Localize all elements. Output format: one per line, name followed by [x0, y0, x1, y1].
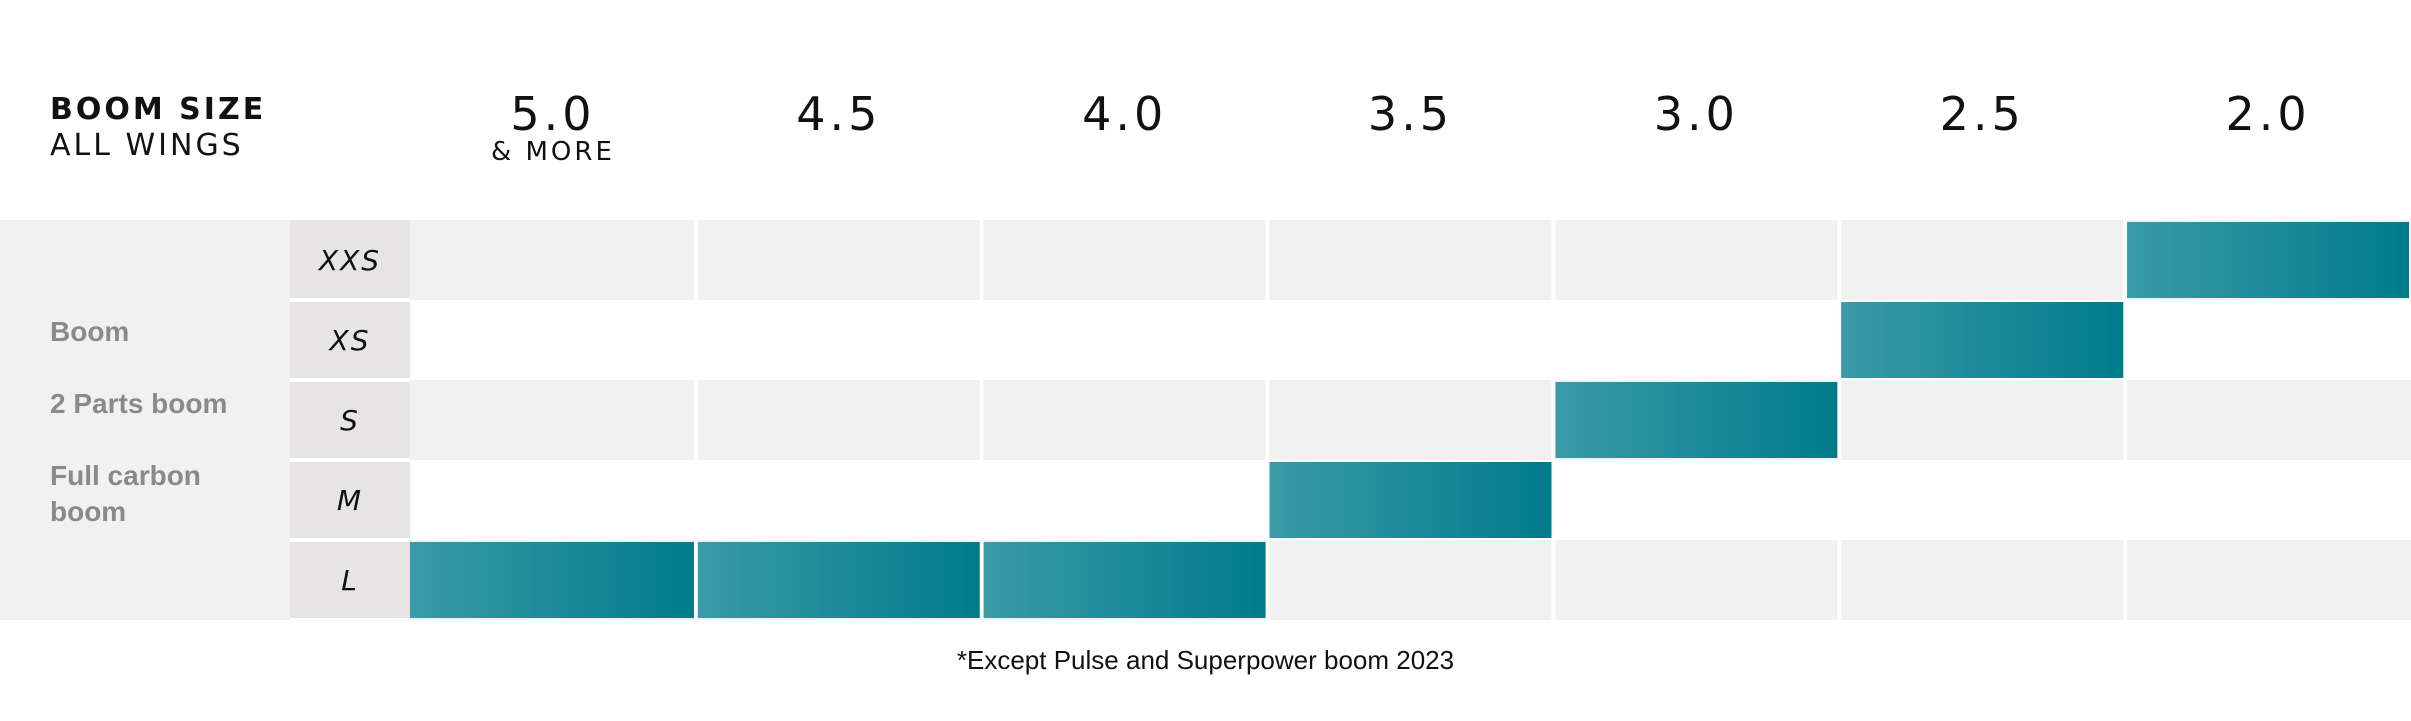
column-subheader-5.0: & MORE: [491, 137, 615, 167]
boom-type-panel: [0, 220, 290, 620]
footnote: *Except Pulse and Superpower boom 2023: [956, 645, 1455, 675]
column-separator: [693, 380, 698, 460]
column-separator: [979, 220, 984, 300]
size-label-l: L: [341, 564, 359, 597]
cell-xxs-5.0: [410, 222, 694, 298]
cell-xxs-3.0: [1555, 222, 1838, 298]
column-separator: [979, 380, 984, 460]
cell-l-2.0: [2127, 542, 2409, 618]
column-separator: [1837, 380, 1842, 460]
size-cell-m: [290, 462, 410, 538]
cell-s-4.5: [697, 382, 980, 458]
column-header-5.0: 5.0: [510, 87, 595, 141]
cell-xxs-4.5: [697, 222, 980, 298]
column-separator: [1837, 540, 1842, 620]
column-header-4.5: 4.5: [796, 87, 881, 141]
column-header-4.0: 4.0: [1082, 87, 1167, 141]
cell-l-3.0: [1555, 542, 1838, 618]
column-separator: [2123, 540, 2128, 620]
column-separator: [1265, 380, 1270, 460]
column-separator: [2123, 380, 2128, 460]
size-cell-s: [290, 382, 410, 458]
column-separator: [693, 220, 698, 300]
cell-s-2.0: [2127, 382, 2409, 458]
chart-title-line2: ALL WINGS: [50, 128, 244, 163]
highlight-bar-m-3.5: [1269, 462, 1552, 538]
size-label-xxs: XXS: [317, 244, 381, 277]
column-separator: [979, 540, 984, 620]
column-header-2.5: 2.5: [1940, 87, 2025, 141]
size-cell-xs: [290, 302, 410, 378]
chart-title: BOOM SIZE ALL WINGS: [50, 95, 266, 161]
column-separator: [1265, 540, 1270, 620]
column-separator: [693, 540, 698, 620]
highlight-bar-l-4.5: [697, 542, 980, 618]
cell-s-2.5: [1841, 382, 2124, 458]
cell-xxs-2.5: [1841, 222, 2124, 298]
highlight-bar-l-5.0: [410, 542, 694, 618]
highlight-bar-xxs-2.0: [2127, 222, 2409, 298]
cell-l-3.5: [1269, 542, 1552, 618]
cell-l-2.5: [1841, 542, 2124, 618]
highlight-bar-l-4.0: [983, 542, 1266, 618]
boom-label: Boom: [50, 316, 130, 347]
cell-xxs-3.5: [1269, 222, 1552, 298]
cell-s-3.5: [1269, 382, 1552, 458]
column-separator: [1265, 220, 1270, 300]
column-separator: [1837, 220, 1842, 300]
size-label-m: M: [337, 484, 363, 517]
size-cell-xxs: [290, 220, 410, 298]
size-label-xs: XS: [328, 324, 371, 357]
column-header-2.0: 2.0: [2225, 87, 2310, 141]
column-header-3.0: 3.0: [1654, 87, 1739, 141]
two-parts-boom-label: 2 Parts boom: [50, 388, 228, 419]
column-separator: [1551, 380, 1556, 460]
size-label-s: S: [340, 404, 360, 437]
cell-s-4.0: [983, 382, 1266, 458]
column-separator: [2123, 220, 2128, 300]
chart-title-line1: BOOM SIZE: [50, 92, 267, 127]
highlight-bar-s-3.0: [1555, 382, 1838, 458]
size-cell-l: [290, 542, 410, 618]
column-separator: [1551, 540, 1556, 620]
highlight-bar-xs-2.5: [1841, 302, 2124, 378]
cell-xxs-4.0: [983, 222, 1266, 298]
column-header-3.5: 3.5: [1368, 87, 1453, 141]
column-separator: [1551, 220, 1556, 300]
full-carbon-boom-label: Full carbon boom: [50, 460, 201, 527]
cell-s-5.0: [410, 382, 694, 458]
